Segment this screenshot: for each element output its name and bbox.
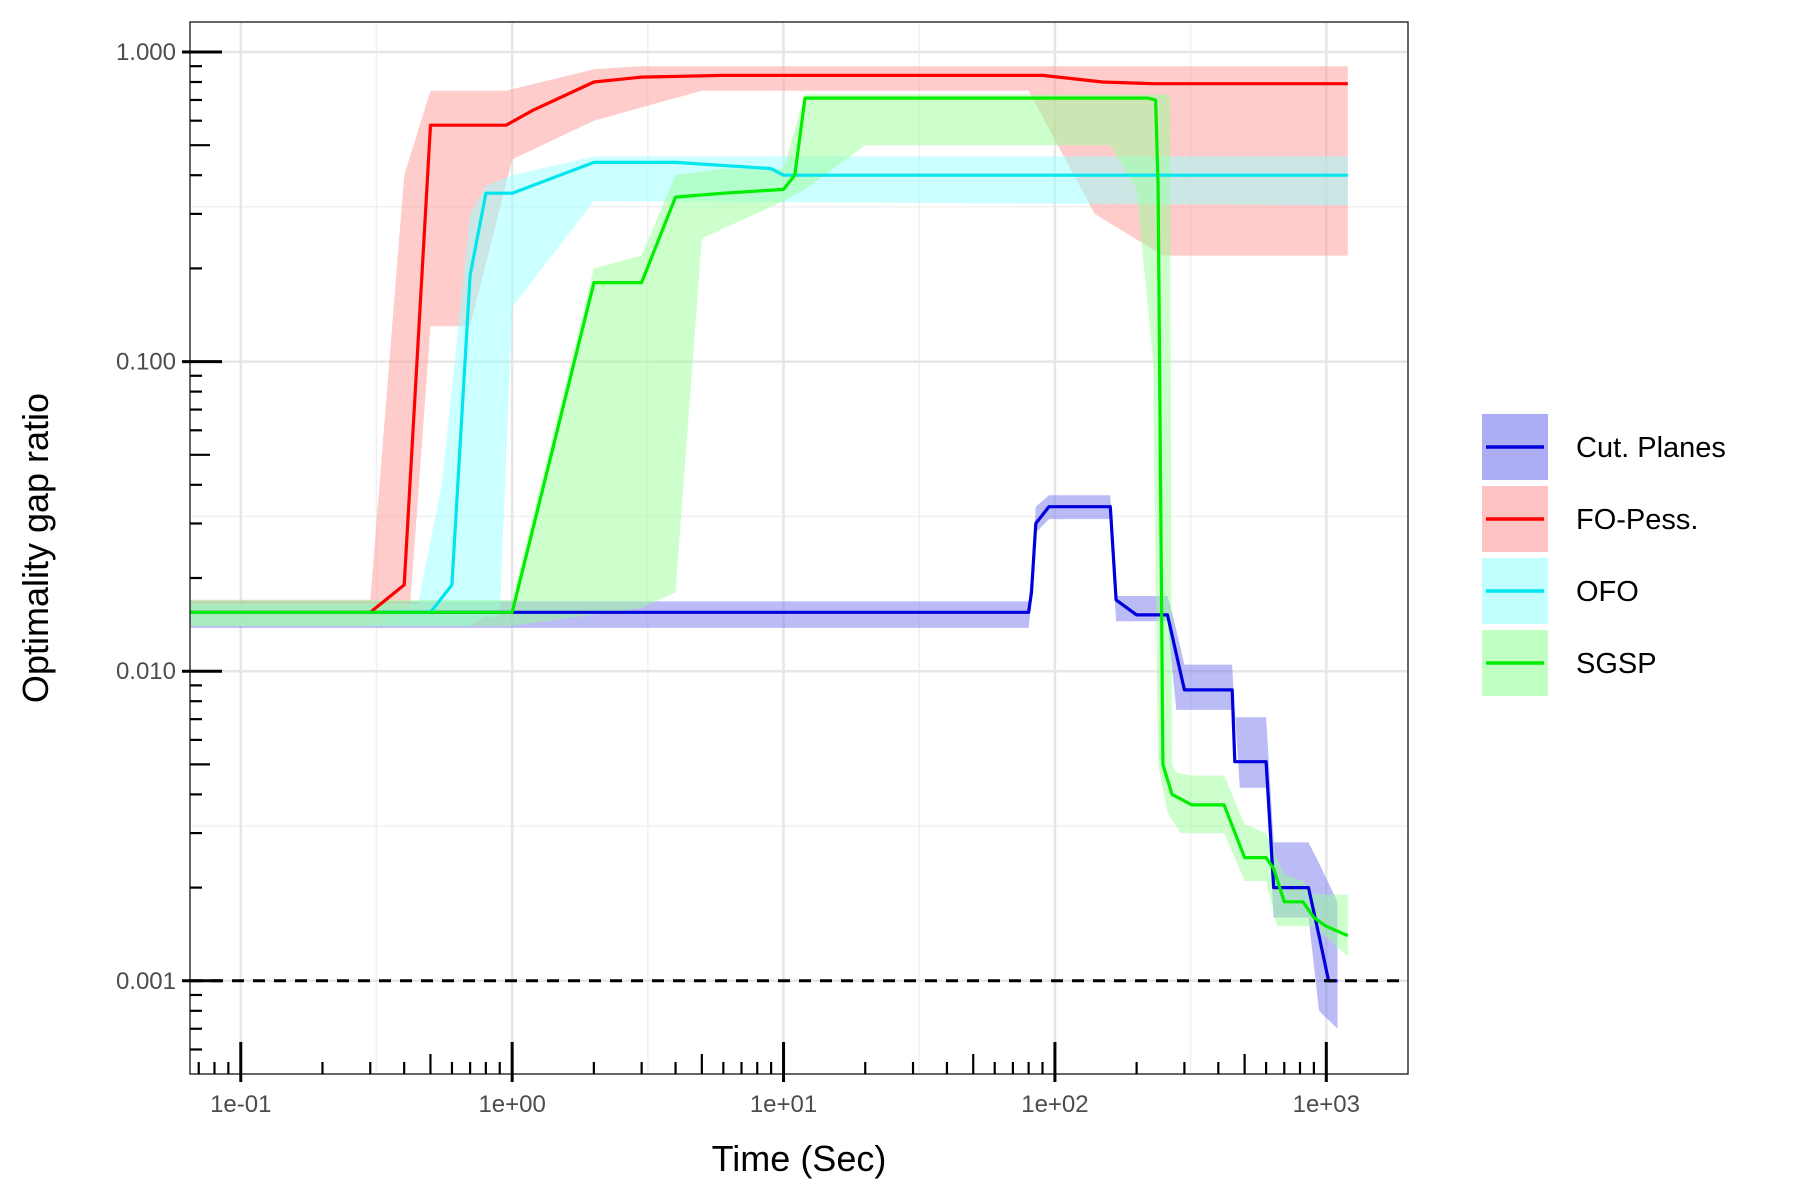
series-line-1 — [190, 73, 1348, 614]
axis-ticks — [182, 50, 1328, 1082]
y-tick-label: 1.000 — [116, 39, 176, 66]
plot-panel-border — [189, 21, 1409, 1075]
x-tick-label: 1e+01 — [750, 1091, 817, 1118]
legend-item-2: OFO — [1482, 558, 1639, 624]
legend-item-3: SGSP — [1482, 630, 1657, 696]
x-tick-label: 1e-01 — [210, 1091, 271, 1118]
y-axis-title: Optimality gap ratio — [15, 393, 56, 703]
series-line-0 — [190, 505, 1338, 983]
legend-label: Cut. Planes — [1576, 432, 1726, 464]
x-tick-label: 1e+02 — [1021, 1091, 1088, 1118]
series-line-2 — [190, 160, 1348, 614]
tick-labels: 1e-01 1e+00 1e+01 1e+02 1e+03 0.001 0.010 0.100… — [116, 39, 1360, 1118]
y-tick-label: 0.010 — [116, 658, 176, 685]
legend-item-1: FO-Pess. — [1482, 486, 1698, 552]
x-tick-label: 1e+03 — [1293, 1091, 1360, 1118]
legend-label: FO-Pess. — [1576, 504, 1698, 536]
series-line-3 — [190, 96, 1349, 938]
band-0 — [190, 495, 1338, 1029]
x-axis-title: Time (Sec) — [712, 1138, 887, 1179]
band-2 — [190, 156, 1348, 626]
series-lines — [190, 73, 1349, 983]
legend: Cut. Planes FO-Pess. OFO SGSP — [1482, 414, 1726, 696]
y-tick-label: 0.100 — [116, 349, 176, 376]
log-rug-ticks — [190, 65, 1315, 1074]
legend-label: OFO — [1576, 576, 1639, 608]
legend-item-0: Cut. Planes — [1482, 414, 1726, 480]
confidence-bands — [190, 66, 1348, 1029]
y-tick-label: 0.001 — [116, 968, 176, 995]
legend-label: SGSP — [1576, 648, 1657, 680]
x-tick-label: 1e+00 — [478, 1091, 545, 1118]
